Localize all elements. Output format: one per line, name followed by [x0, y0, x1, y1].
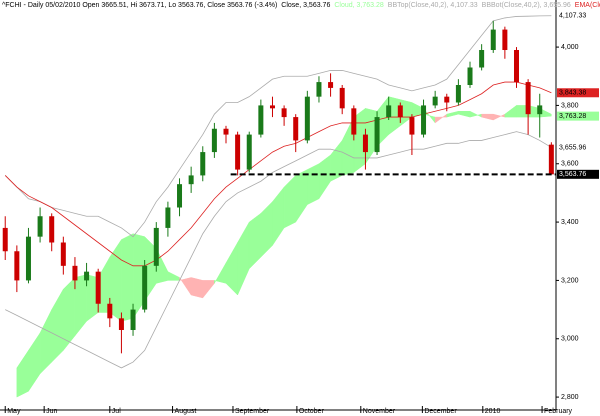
- candle-body: [444, 96, 450, 103]
- value-label: 4,107.33: [559, 13, 586, 20]
- y-tick-label: 3,000: [561, 336, 579, 343]
- candle-body: [142, 265, 148, 310]
- candle-body: [304, 96, 310, 141]
- candle-body: [246, 134, 252, 170]
- legend-entry: Cloud, 3,763.28: [334, 2, 384, 9]
- candle-body: [107, 303, 113, 319]
- value-label: 3,563.76: [559, 171, 586, 178]
- legend-entry: BBBot(Close,40,2), 3,655.96: [482, 2, 571, 9]
- legend-entry: Close, 3,563.76: [281, 2, 330, 9]
- candle-body: [153, 227, 159, 266]
- candle-body: [432, 96, 438, 106]
- cloud-segment: [307, 163, 320, 205]
- candle-body: [537, 105, 543, 115]
- candle-body: [211, 128, 217, 153]
- candle-body: [269, 105, 275, 109]
- candle-body: [84, 271, 90, 281]
- value-box: [557, 142, 599, 152]
- x-tick-label: December: [424, 408, 457, 415]
- candle-body: [374, 117, 380, 153]
- chart-title: ^FCHI - Daily 05/02/2010 Open 3665.51, H…: [2, 2, 277, 9]
- candle-body: [455, 85, 461, 103]
- value-label: 3,763.28: [559, 113, 586, 120]
- value-box: [557, 111, 599, 121]
- x-tick-label: Jul: [112, 408, 121, 415]
- value-label: 3,843.38: [559, 90, 586, 97]
- candle-body: [490, 29, 496, 50]
- candle-body: [513, 50, 519, 83]
- candle-body: [25, 236, 31, 281]
- value-box: [557, 11, 599, 21]
- candle-body: [130, 309, 136, 330]
- candle-body: [14, 251, 20, 281]
- candle-body: [118, 318, 124, 330]
- value-label: 3,655.96: [559, 144, 586, 151]
- candle-body: [95, 271, 101, 304]
- x-tick-label: November: [363, 408, 396, 415]
- cloud-segment: [190, 277, 204, 299]
- candle-body: [467, 67, 473, 85]
- x-tick-label: August: [175, 408, 197, 415]
- candle-body: [386, 105, 392, 118]
- candle-body: [351, 108, 357, 135]
- candle-body: [72, 265, 78, 281]
- candle-body: [293, 117, 299, 141]
- candle-body: [339, 87, 345, 109]
- x-tick-label: Jun: [46, 408, 57, 415]
- x-tick-label: 2010: [485, 408, 501, 415]
- candle-body: [258, 105, 264, 135]
- x-tick-label: September: [235, 408, 270, 415]
- y-tick-label: 3,600: [561, 161, 579, 168]
- legend-entry: EMA(Close,50), 3,843.38: [575, 2, 600, 9]
- candle-body: [188, 175, 194, 185]
- indicator-line: [4, 15, 552, 238]
- candle-body: [362, 134, 368, 153]
- x-tick-label: May: [7, 408, 21, 415]
- candle-body: [177, 184, 183, 208]
- candle-body: [548, 144, 554, 175]
- candle-body: [328, 82, 334, 88]
- candle-body: [316, 82, 322, 97]
- candle-body: [479, 50, 485, 68]
- candle-body: [235, 134, 241, 170]
- candle-body: [409, 117, 415, 135]
- candle-body: [421, 105, 427, 135]
- y-tick-label: 4,000: [561, 44, 579, 51]
- candle-body: [37, 216, 43, 237]
- value-box: [557, 169, 599, 179]
- candle-body: [2, 227, 8, 252]
- candle-body: [397, 105, 403, 118]
- y-tick-label: 3,800: [561, 102, 579, 109]
- candle-body: [525, 82, 531, 115]
- indicator-line: [4, 81, 552, 267]
- lines-layer: [4, 15, 552, 369]
- legend-entry: BBTop(Close,40,2), 4,107.33: [388, 2, 478, 9]
- candle-body: [49, 216, 55, 243]
- candles-layer: [2, 20, 554, 354]
- candle-body: [165, 207, 171, 228]
- candle-body: [281, 108, 287, 118]
- indicator-line: [5, 131, 552, 369]
- candle-body: [200, 152, 206, 176]
- x-tick-label: February: [544, 408, 573, 415]
- cloud-segment: [121, 233, 134, 322]
- y-tick-label: 3,400: [561, 219, 579, 226]
- candle-body: [502, 29, 508, 50]
- value-box: [557, 88, 599, 98]
- y-tick-label: 3,200: [561, 277, 579, 284]
- x-tick-label: October: [299, 408, 325, 415]
- candle-body: [223, 128, 229, 135]
- candle-body: [60, 242, 66, 266]
- y-tick-label: 2,800: [561, 394, 579, 401]
